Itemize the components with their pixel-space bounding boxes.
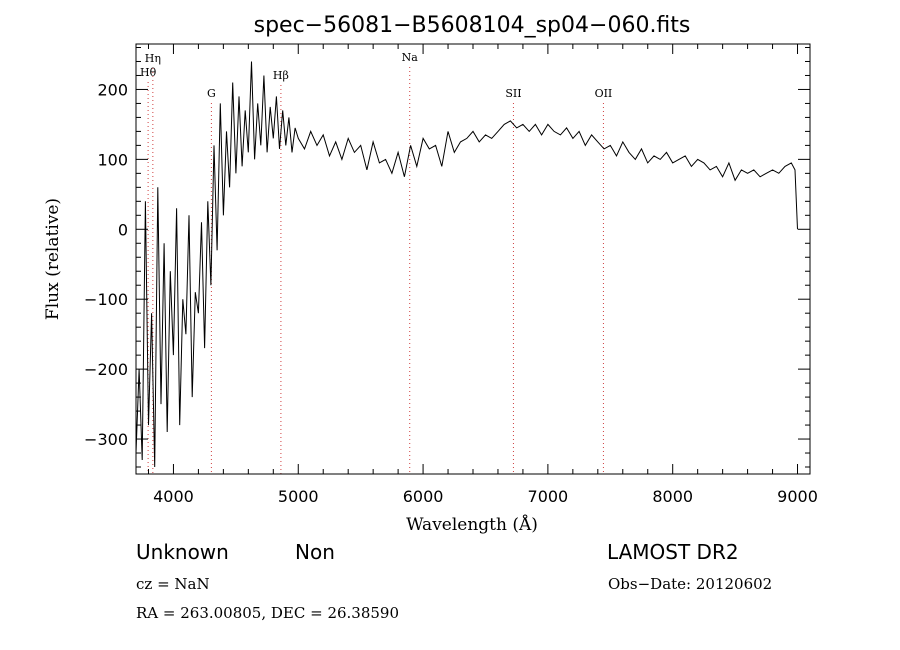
spectral-line-label: G <box>207 87 216 100</box>
chart-title: spec−56081−B5608104_sp04−060.fits <box>254 13 691 38</box>
x-tick-label: 5000 <box>278 487 319 506</box>
object-class: Unknown <box>136 540 229 564</box>
x-tick-label: 9000 <box>777 487 818 506</box>
y-axis-title: Flux (relative) <box>43 198 63 320</box>
spectral-line-label: Hθ <box>140 66 157 79</box>
axis-ticks: 4000 5000 6000 7000 8000 9000 −300 −200 −100 0 100… <box>84 44 818 506</box>
y-tick-label: −300 <box>84 430 128 449</box>
spectral-line-label: Hβ <box>273 69 289 82</box>
plot-frame <box>135 43 811 475</box>
spectral-line-label: OII <box>595 87 613 100</box>
x-tick-label: 7000 <box>528 487 569 506</box>
cz-value: cz = NaN <box>136 575 210 593</box>
spectrum-line <box>135 61 798 468</box>
x-axis-title: Wavelength (Å) <box>406 514 538 535</box>
series-layer <box>135 61 798 468</box>
spectral-line-label: Na <box>402 51 419 64</box>
y-tick-label: 0 <box>118 220 128 239</box>
y-tick-label: −200 <box>84 360 128 379</box>
survey-name: LAMOST DR2 <box>607 540 739 564</box>
x-tick-label: 8000 <box>652 487 693 506</box>
spectral-line-label: SII <box>505 87 521 100</box>
object-subclass: Non <box>295 540 335 564</box>
spectral-line-label: Hη <box>145 52 161 65</box>
y-tick-label: 200 <box>97 80 128 99</box>
x-tick-label: 6000 <box>403 487 444 506</box>
x-tick-label: 4000 <box>153 487 194 506</box>
y-tick-label: 100 <box>97 150 128 169</box>
obs-date: Obs−Date: 20120602 <box>608 575 773 593</box>
coordinates: RA = 263.00805, DEC = 26.38590 <box>136 604 400 622</box>
y-tick-label: −100 <box>84 290 128 309</box>
